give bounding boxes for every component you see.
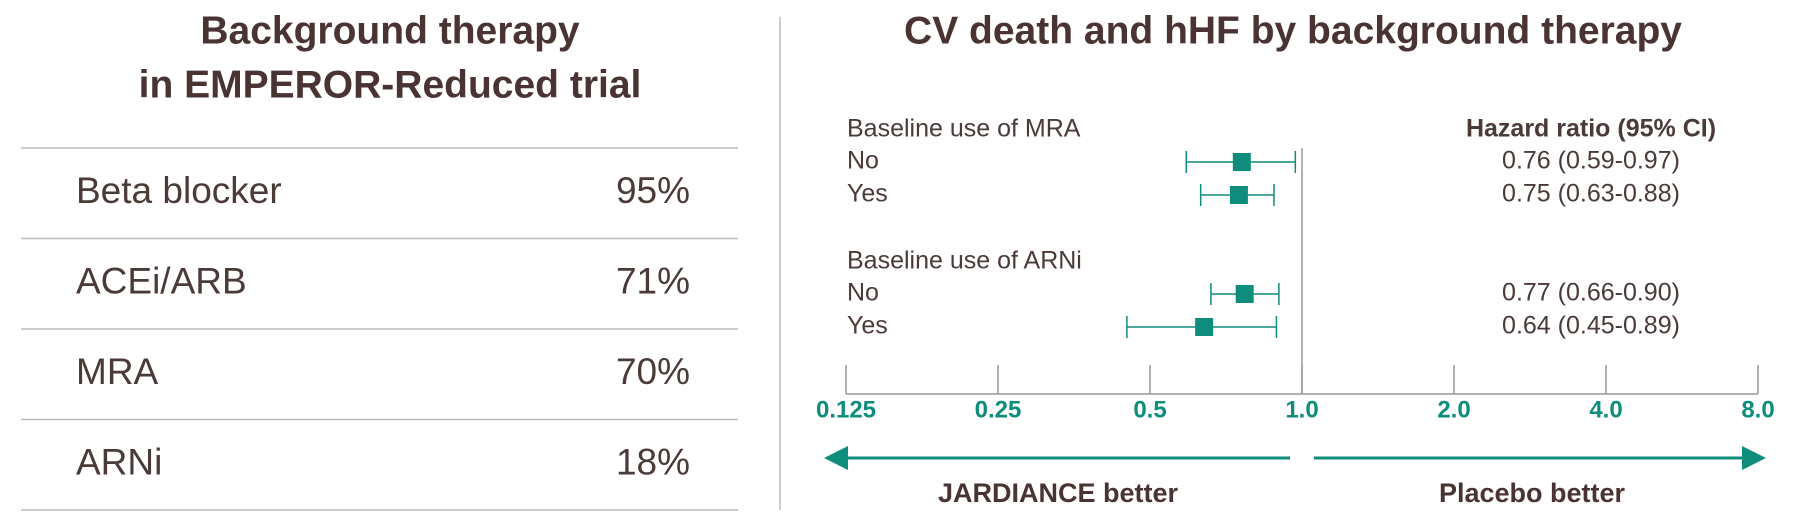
x-tick-label: 0.25 [975, 396, 1022, 423]
value-label: 0.77 (0.66-0.90) [1502, 279, 1680, 307]
value-label: 0.76 (0.59-0.97) [1502, 147, 1680, 175]
row-value: 71% [616, 261, 690, 302]
row-value: 18% [616, 442, 690, 483]
group-label: Baseline use of MRA [847, 115, 1081, 143]
row-label: No [847, 147, 879, 175]
estimate [1235, 285, 1254, 303]
row-label: Yes [847, 180, 888, 208]
row-label: Yes [847, 312, 888, 340]
x-tick-label: 8.0 [1741, 396, 1774, 423]
x-tick-label: 1.0 [1285, 396, 1318, 423]
estimate [1195, 318, 1214, 336]
row-label: No [847, 279, 879, 307]
group-label: Baseline use of ARNi [847, 247, 1082, 275]
value-label: 0.64 (0.45-0.89) [1502, 312, 1680, 340]
x-tick-label: 2.0 [1437, 396, 1470, 423]
table-title: Background therapy [200, 9, 580, 52]
row-label: ARNi [76, 442, 162, 483]
x-tick-label: 0.125 [816, 396, 876, 423]
row-label: ACEi/ARB [76, 261, 247, 302]
arrow-label: Placebo better [1439, 478, 1626, 508]
row-value: 95% [616, 170, 690, 211]
table-title: in EMPEROR-Reduced trial [139, 63, 642, 106]
estimate [1232, 153, 1251, 171]
row-value: 70% [616, 351, 690, 392]
row-label: Beta blocker [76, 170, 282, 211]
chart-title: CV death and hHF by background therapy [904, 9, 1682, 52]
x-tick-label: 4.0 [1589, 396, 1622, 423]
arrow-label: JARDIANCE better [938, 478, 1179, 508]
value-label: 0.75 (0.63-0.88) [1502, 180, 1680, 208]
value-header: Hazard ratio (95% CI) [1466, 115, 1716, 143]
x-tick-label: 0.5 [1133, 396, 1166, 423]
row-label: MRA [76, 351, 159, 392]
estimate [1229, 186, 1248, 204]
